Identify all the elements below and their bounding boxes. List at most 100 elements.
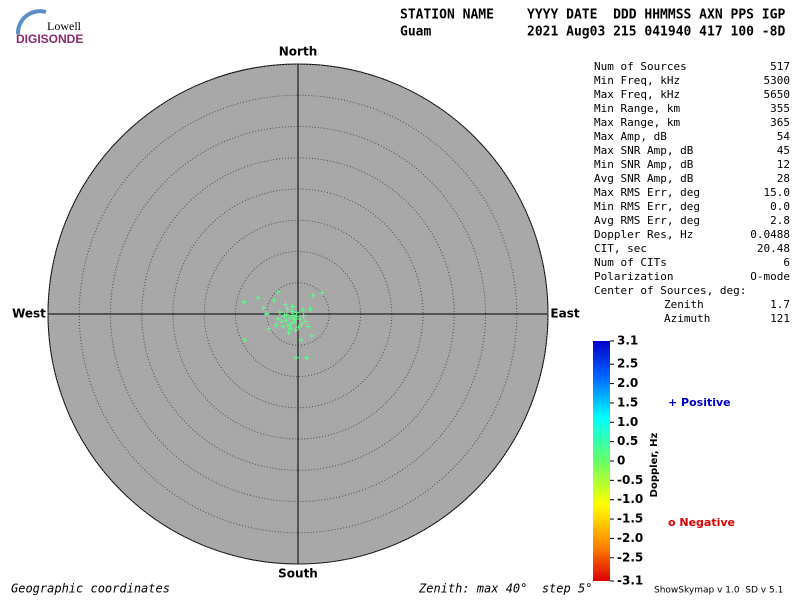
source-point: [301, 313, 307, 319]
stat-label: Min RMS Err, deg: [594, 200, 700, 213]
stat-value: 54: [777, 130, 791, 143]
stat-label: Max Range, km: [594, 116, 680, 129]
source-point: [287, 315, 293, 321]
stat-label: Min Range, km: [594, 102, 680, 115]
source-point: [291, 317, 297, 323]
stat-label: CIT, sec: [594, 242, 647, 255]
header-label: STATION NAME: [400, 8, 494, 23]
colorbar-tick-label: -1.5: [617, 512, 643, 526]
stat-value: 355: [770, 102, 790, 115]
source-point: [296, 324, 302, 330]
source-point: [273, 322, 279, 328]
stat-label: Min Freq, kHz: [594, 74, 680, 87]
source-point: [293, 314, 299, 319]
stat-label: Azimuth: [664, 312, 710, 325]
stat-value: 15.0: [764, 186, 791, 199]
source-point: [289, 309, 295, 314]
source-point: [310, 293, 316, 299]
source-point: [319, 290, 325, 296]
stat-value: 0.0: [770, 200, 790, 213]
source-point: [309, 333, 315, 339]
logo-swoosh: [15, 9, 47, 35]
stat-label: Num of CITs: [594, 256, 667, 269]
colorbar-tick-label: -2.5: [617, 550, 643, 564]
stat-value: 517: [770, 60, 790, 73]
source-point: [300, 307, 306, 313]
stat-value: 5300: [764, 74, 791, 87]
colorbar-tick-label: 2.0: [617, 376, 638, 390]
source-point: [283, 302, 288, 308]
colorbar-tick-label: -3.1: [617, 574, 643, 588]
stat-value: 0.0488: [750, 228, 790, 241]
legend-positive: + Positive: [668, 396, 731, 409]
stat-value: 2.8: [770, 214, 790, 227]
colorbar: [593, 341, 610, 581]
colorbar-label: Doppler, Hz: [649, 433, 660, 498]
source-point: [293, 355, 299, 361]
source-point: [292, 319, 298, 325]
logo-bottom: DIGISONDE: [16, 32, 83, 46]
stat-value: 28: [777, 172, 790, 185]
stat-value: 6: [783, 256, 790, 269]
header-label: YYYY DATE DDD HHMMSS AXN PPS IGP: [527, 8, 785, 23]
source-point: [293, 327, 298, 333]
source-point: [280, 324, 286, 329]
stat-label: Doppler Res, Hz: [594, 228, 693, 241]
source-point: [304, 355, 310, 361]
colorbar-tick-label: 3.1: [617, 334, 638, 348]
source-point: [264, 311, 270, 317]
direction-label: North: [279, 45, 317, 59]
source-point: [242, 337, 248, 343]
footer-right: ShowSkymap v 1.0 SD v 5.1: [654, 586, 783, 596]
colorbar-tick-label: 0.5: [617, 434, 638, 448]
source-point: [289, 304, 295, 309]
source-point: [255, 295, 261, 301]
source-point: [271, 297, 277, 303]
colorbar-tick-label: 1.5: [617, 395, 638, 409]
stat-value: 5650: [764, 88, 791, 101]
source-point: [298, 337, 304, 343]
stat-value: O-mode: [750, 270, 790, 283]
stat-label: Num of Sources: [594, 60, 687, 73]
source-point: [275, 316, 281, 322]
logo-top: Lowell: [47, 19, 82, 33]
colorbar-tick-label: -2.0: [617, 531, 643, 545]
source-point: [299, 321, 305, 327]
stat-label: Max SNR Amp, dB: [594, 144, 694, 157]
source-point: [241, 299, 247, 305]
source-point: [286, 330, 292, 336]
colorbar-tick-label: 1.0: [617, 415, 638, 429]
source-point: [283, 317, 289, 323]
direction-label: West: [12, 307, 46, 321]
stat-value: 1.7: [770, 298, 790, 311]
source-point: [305, 324, 311, 329]
stat-label: Max Amp, dB: [594, 130, 667, 143]
colorbar-tick-label: 2.5: [617, 357, 638, 371]
colorbar-tick-label: 0: [617, 454, 625, 468]
source-point: [290, 312, 296, 318]
colorbar-tick-label: -0.5: [617, 473, 643, 487]
header-value: Guam: [400, 25, 431, 40]
stat-label: Avg RMS Err, deg: [594, 214, 700, 227]
stat-label: Avg SNR Amp, dB: [594, 172, 694, 185]
source-point: [279, 319, 285, 324]
footer-middle: Zenith: max 40° step 5°: [418, 582, 592, 596]
colorbar-tick-label: -1.0: [617, 492, 643, 506]
source-point: [275, 289, 281, 295]
stat-label: Max RMS Err, deg: [594, 186, 700, 199]
direction-label: South: [278, 567, 318, 581]
stat-label: Max Freq, kHz: [594, 88, 680, 101]
source-point: [284, 312, 290, 318]
stat-value: 45: [777, 144, 790, 157]
source-point: [288, 320, 294, 326]
stat-value: 20.48: [757, 242, 790, 255]
source-point: [294, 310, 300, 316]
legend-negative: o Negative: [668, 516, 735, 529]
stat-value: 121: [770, 312, 790, 325]
source-point: [308, 306, 313, 312]
source-point: [266, 326, 272, 332]
footer-left: Geographic coordinates: [11, 582, 170, 596]
stat-label: Min SNR Amp, dB: [594, 158, 694, 171]
direction-label: East: [550, 307, 579, 321]
